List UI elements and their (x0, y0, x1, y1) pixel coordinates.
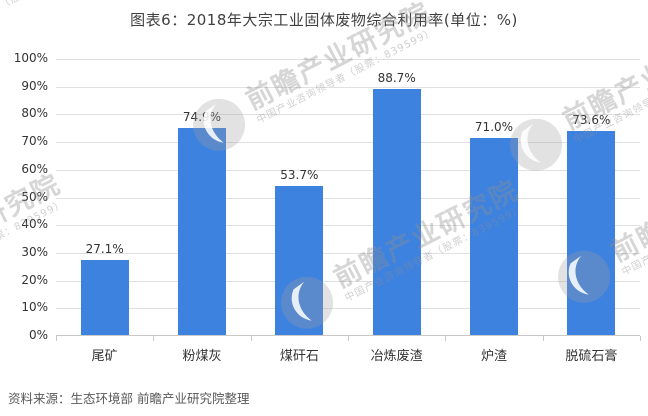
bar-value-label: 27.1% (85, 241, 124, 256)
x-axis-tick (445, 336, 447, 341)
gridline (56, 280, 640, 282)
x-axis-category-label: 炉渣 (480, 349, 507, 364)
bar (372, 89, 421, 335)
gridline (56, 142, 640, 144)
gridline (56, 86, 640, 88)
y-axis-tick-label: 50% (21, 189, 48, 204)
y-axis-tick-label: 80% (21, 106, 48, 121)
x-axis-tick (348, 336, 349, 341)
bar-value-label: 73.6% (572, 113, 611, 128)
x-axis-tick (153, 336, 155, 341)
bar-value-label: 74.9% (182, 109, 222, 124)
source-note: 资料来源：生态环境部 前瞻产业研究院整理 (8, 391, 250, 406)
x-axis-category-label: 粉煤灰 (182, 349, 222, 364)
x-axis-tick (250, 336, 252, 341)
bar-value-label: 88.7% (377, 71, 416, 86)
y-axis-tick-label: 100% (13, 51, 48, 65)
plot-area: 27.1% 74.9% 53.7% 88.7% 71.0% 73.6% (56, 59, 641, 341)
y-axis-tick-label: 10% (21, 300, 48, 315)
gridline (56, 114, 640, 116)
bar (275, 186, 324, 335)
x-axis-category-label: 冶炼废渣 (370, 349, 423, 364)
gridline (56, 169, 640, 171)
x-axis-tick (640, 336, 641, 341)
y-axis-tick-label: 20% (21, 272, 48, 287)
y-axis-tick-label: 30% (21, 244, 48, 259)
bar-value-label: 53.7% (280, 168, 319, 183)
bar (178, 127, 226, 335)
gridline (56, 225, 640, 227)
x-axis-tick (542, 336, 544, 341)
x-axis-category-label: 尾矿 (91, 349, 118, 364)
x-axis-line (56, 335, 640, 336)
y-axis-tick-label: 40% (21, 217, 48, 232)
gridline (56, 252, 640, 254)
gridline (56, 59, 640, 60)
x-axis-category-label: 脱硫石膏 (565, 349, 618, 364)
gridline (56, 308, 640, 310)
bar (80, 259, 129, 335)
y-axis-tick-label: 0% (28, 328, 48, 342)
y-axis-tick-label: 60% (21, 161, 48, 176)
bar (567, 131, 616, 335)
y-axis-tick-label: 90% (21, 78, 48, 93)
gridline (56, 197, 640, 199)
bar (470, 138, 518, 335)
y-axis: 0% 10% 20% 30% 40% 50% 60% 70% 80% 90% 100% (0, 51, 48, 342)
x-axis-categories: 尾矿 粉煤灰 煤矸石 冶炼废渣 炉渣 脱硫石膏 (56, 345, 640, 364)
x-axis-tick (56, 336, 57, 341)
bar-value-label: 71.0% (474, 120, 514, 135)
y-axis-tick-label: 70% (21, 134, 48, 149)
chart-title: 图表6：2018年大宗工业固体废物综合利用率(单位：%) (130, 11, 518, 29)
x-axis-category-label: 煤矸石 (279, 349, 319, 364)
